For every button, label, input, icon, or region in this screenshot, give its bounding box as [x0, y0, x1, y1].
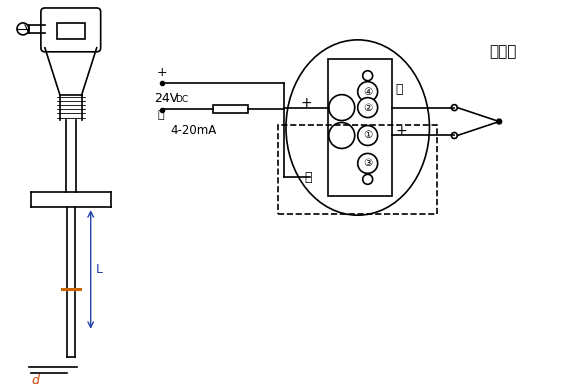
- Text: －: －: [396, 83, 403, 96]
- Ellipse shape: [286, 40, 429, 215]
- Circle shape: [358, 153, 378, 173]
- Text: －: －: [158, 110, 164, 120]
- Circle shape: [452, 133, 457, 138]
- Text: DC: DC: [176, 95, 188, 104]
- Circle shape: [358, 126, 378, 145]
- Bar: [278, 124, 438, 214]
- Text: ①: ①: [363, 131, 373, 140]
- Text: L: L: [96, 263, 103, 276]
- Text: +: +: [157, 66, 167, 79]
- Text: ③: ③: [363, 158, 373, 168]
- Text: ④: ④: [363, 87, 373, 97]
- Bar: [213, 105, 248, 113]
- Bar: [328, 59, 392, 196]
- Circle shape: [358, 82, 378, 102]
- Circle shape: [329, 95, 355, 121]
- Circle shape: [363, 174, 373, 184]
- Circle shape: [17, 23, 29, 35]
- Text: 24V: 24V: [154, 92, 179, 105]
- Circle shape: [452, 105, 457, 111]
- Text: +: +: [300, 96, 312, 110]
- FancyBboxPatch shape: [41, 8, 100, 52]
- Text: ②: ②: [363, 103, 373, 113]
- Circle shape: [496, 119, 502, 124]
- Text: 热电偶: 热电偶: [489, 44, 517, 59]
- Text: 4-20mA: 4-20mA: [171, 124, 217, 136]
- Text: +: +: [396, 124, 407, 138]
- Circle shape: [358, 98, 378, 117]
- Text: －: －: [304, 171, 312, 184]
- Bar: [57, 23, 85, 39]
- Text: d: d: [31, 374, 39, 386]
- Circle shape: [329, 122, 355, 149]
- Circle shape: [363, 71, 373, 81]
